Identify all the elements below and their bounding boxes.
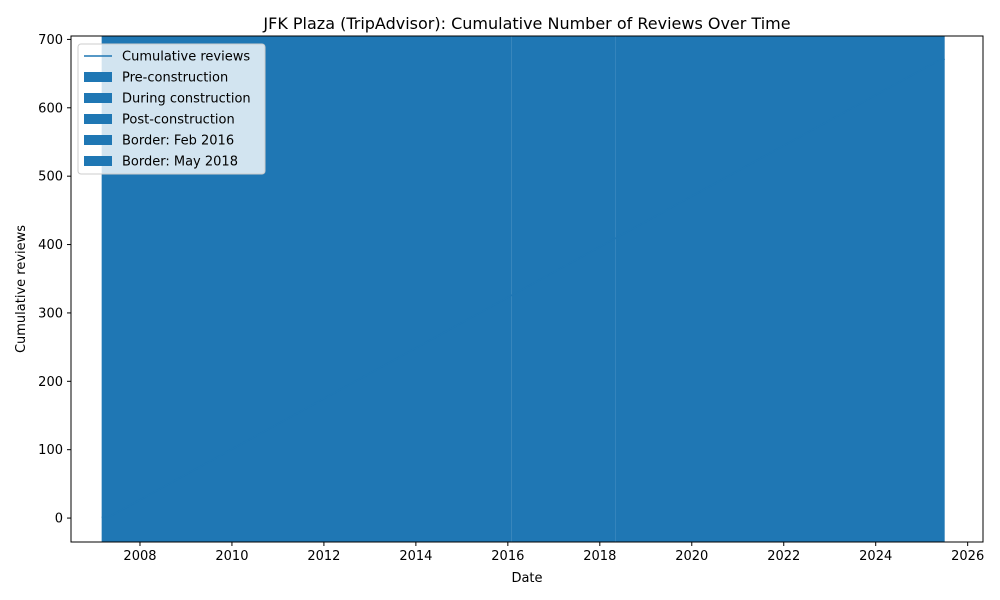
- legend-label: Post-construction: [122, 113, 235, 128]
- y-tick-label: 300: [38, 306, 63, 321]
- y-tick-label: 500: [38, 170, 63, 185]
- span-during-construction: [511, 36, 616, 542]
- y-tick-label: 700: [38, 33, 63, 48]
- lines-layer: [101, 58, 945, 519]
- x-tick-label: 2020: [675, 549, 708, 564]
- legend-patch-swatch: [84, 72, 112, 82]
- x-axis-label: Date: [511, 571, 542, 586]
- x-tick-label: 2018: [583, 549, 616, 564]
- y-axis-label: Cumulative reviews: [14, 225, 29, 353]
- span-post-construction: [615, 36, 945, 542]
- x-tick-label: 2010: [215, 549, 248, 564]
- series-line-cumulative-reviews: [101, 58, 945, 519]
- y-tick-label: 400: [38, 238, 63, 253]
- legend-patch-swatch: [84, 156, 112, 166]
- y-axis-ticks: 0 100 200 300 400 500 600 700: [38, 33, 71, 527]
- legend-patch-swatch: [84, 93, 112, 103]
- x-axis-ticks: 2008 2010 2012 2014 2016 2018 2020 2022 2024 2026: [123, 542, 984, 564]
- legend-label: Border: Feb 2016: [122, 134, 234, 149]
- legend: Cumulative reviews Pre-construction During…: [77, 43, 266, 175]
- x-tick-label: 2024: [859, 549, 892, 564]
- legend-items: Cumulative reviews Pre-construction During…: [84, 50, 251, 170]
- legend-label: Border: May 2018: [122, 155, 238, 170]
- y-tick-label: 0: [55, 512, 63, 527]
- y-tick-label: 200: [38, 375, 63, 390]
- x-tick-label: 2008: [123, 549, 156, 564]
- x-tick-label: 2012: [307, 549, 340, 564]
- legend-patch-swatch: [84, 114, 112, 124]
- x-tick-label: 2026: [951, 549, 984, 564]
- legend-label: Cumulative reviews: [122, 50, 250, 65]
- x-tick-label: 2014: [399, 549, 432, 564]
- legend-label: During construction: [122, 92, 251, 107]
- legend-label: Pre-construction: [122, 71, 228, 86]
- x-tick-label: 2022: [767, 549, 800, 564]
- legend-patch-swatch: [84, 135, 112, 145]
- plot-frame: [70, 35, 984, 543]
- legend-box: [77, 43, 266, 175]
- x-tick-label: 2016: [491, 549, 524, 564]
- y-tick-label: 600: [38, 101, 63, 116]
- chart-title: JFK Plaza (TripAdvisor): Cumulative Numb…: [262, 14, 790, 33]
- y-tick-label: 100: [38, 443, 63, 458]
